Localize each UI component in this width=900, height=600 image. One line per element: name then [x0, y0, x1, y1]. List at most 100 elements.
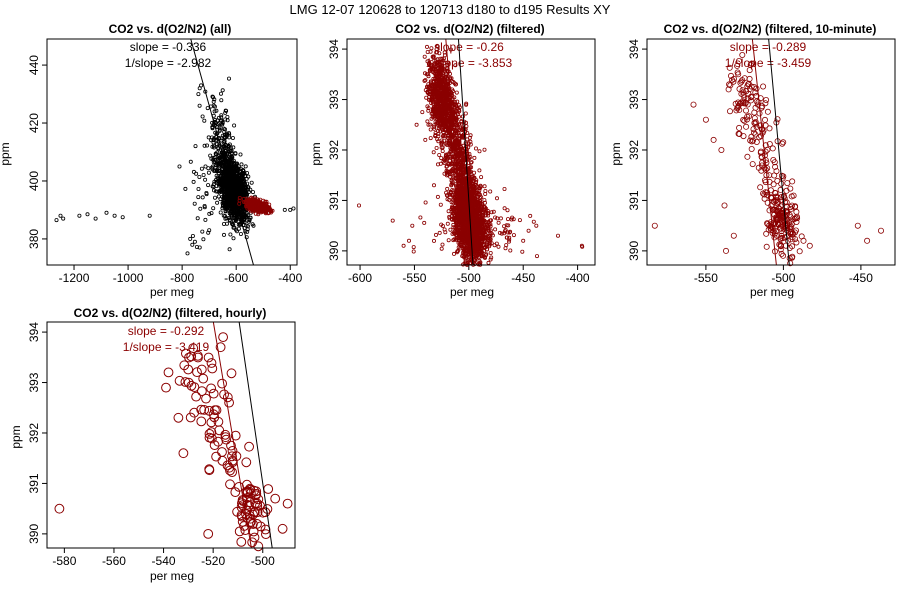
data-point: [260, 207, 265, 212]
data-point: [425, 59, 430, 64]
data-point: [209, 211, 214, 216]
chart-title: CO2 vs. d(O2/N2) (filtered): [395, 22, 544, 36]
data-point: [233, 218, 238, 223]
x-tick-label: -1200: [59, 271, 90, 285]
data-point: [207, 211, 212, 216]
data-point: [268, 210, 273, 215]
data-point: [434, 81, 439, 86]
data-point: [225, 179, 230, 184]
data-point: [460, 134, 465, 139]
data-point: [241, 171, 246, 176]
data-point: [219, 115, 224, 120]
data-point: [448, 174, 453, 179]
data-point: [453, 191, 458, 196]
data-point: [198, 206, 203, 211]
y-tick-label: 400: [27, 171, 41, 191]
data-point: [442, 75, 447, 80]
data-point: [438, 56, 443, 61]
data-point: [441, 85, 446, 90]
data-point: [235, 190, 240, 195]
x-tick-label: -450: [511, 271, 535, 285]
data-point: [450, 169, 455, 174]
data-point: [477, 168, 482, 173]
data-point: [457, 139, 462, 144]
data-point: [454, 237, 459, 242]
data-point: [439, 156, 444, 161]
data-point: [210, 184, 215, 189]
data-point: [221, 176, 226, 181]
data-point: [479, 254, 484, 259]
data-point: [205, 106, 210, 111]
data-point: [464, 101, 469, 106]
data-point: [434, 50, 439, 55]
x-tick-label: -400: [566, 271, 590, 285]
data-point: [267, 210, 272, 215]
chart-title: CO2 vs. d(O2/N2) (all): [109, 22, 232, 36]
data-point: [442, 171, 447, 176]
data-point: [226, 76, 231, 81]
data-point: [448, 189, 453, 194]
data-point: [216, 115, 221, 120]
y-tick-label: 391: [327, 190, 341, 210]
data-point: [434, 84, 439, 89]
data-point: [227, 162, 232, 167]
data-point: [440, 149, 445, 154]
data-point: [477, 149, 482, 154]
data-point: [457, 207, 462, 212]
data-point: [457, 148, 462, 153]
data-point: [215, 125, 220, 130]
data-point: [447, 140, 452, 145]
data-point: [238, 231, 243, 236]
data-point: [217, 163, 222, 168]
data-point: [431, 66, 436, 71]
data-point: [222, 139, 227, 144]
data-point: [428, 136, 433, 141]
data-point: [435, 128, 440, 133]
data-point: [190, 233, 195, 238]
data-point: [211, 103, 216, 108]
data-point: [233, 227, 238, 232]
data-point: [450, 179, 455, 184]
data-point: [203, 177, 208, 182]
data-point: [459, 159, 464, 164]
data-point: [468, 191, 473, 196]
data-point: [435, 61, 440, 66]
data-point: [478, 260, 483, 265]
data-point: [488, 257, 493, 262]
data-point: [231, 222, 236, 227]
data-point: [223, 110, 228, 115]
data-point: [442, 53, 447, 58]
data-point: [244, 170, 249, 175]
data-point: [454, 198, 459, 203]
data-point: [493, 215, 498, 220]
data-point: [441, 90, 446, 95]
data-point: [428, 87, 433, 92]
data-point: [439, 65, 444, 70]
data-point: [456, 136, 461, 141]
data-point: [235, 212, 240, 217]
data-point: [211, 157, 216, 162]
data-point: [443, 108, 448, 113]
data-point: [442, 109, 447, 114]
data-point: [222, 182, 227, 187]
data-point: [431, 76, 436, 81]
data-point: [227, 217, 232, 222]
data-point: [437, 152, 442, 157]
data-point: [236, 222, 241, 227]
data-point: [449, 200, 454, 205]
data-point: [445, 116, 450, 121]
data-point: [211, 145, 216, 150]
data-point: [219, 113, 224, 118]
data-point: [214, 168, 219, 173]
data-point: [247, 201, 252, 206]
data-point: [216, 161, 221, 166]
data-point: [426, 74, 431, 79]
data-point: [61, 216, 66, 221]
data-point: [228, 149, 233, 154]
data-point: [251, 223, 256, 228]
data-point: [213, 189, 218, 194]
data-point: [440, 56, 445, 61]
data-point: [246, 189, 251, 194]
chart-panel-all: CO2 vs. d(O2/N2) (all) slope = -0.336 1/…: [0, 22, 303, 299]
